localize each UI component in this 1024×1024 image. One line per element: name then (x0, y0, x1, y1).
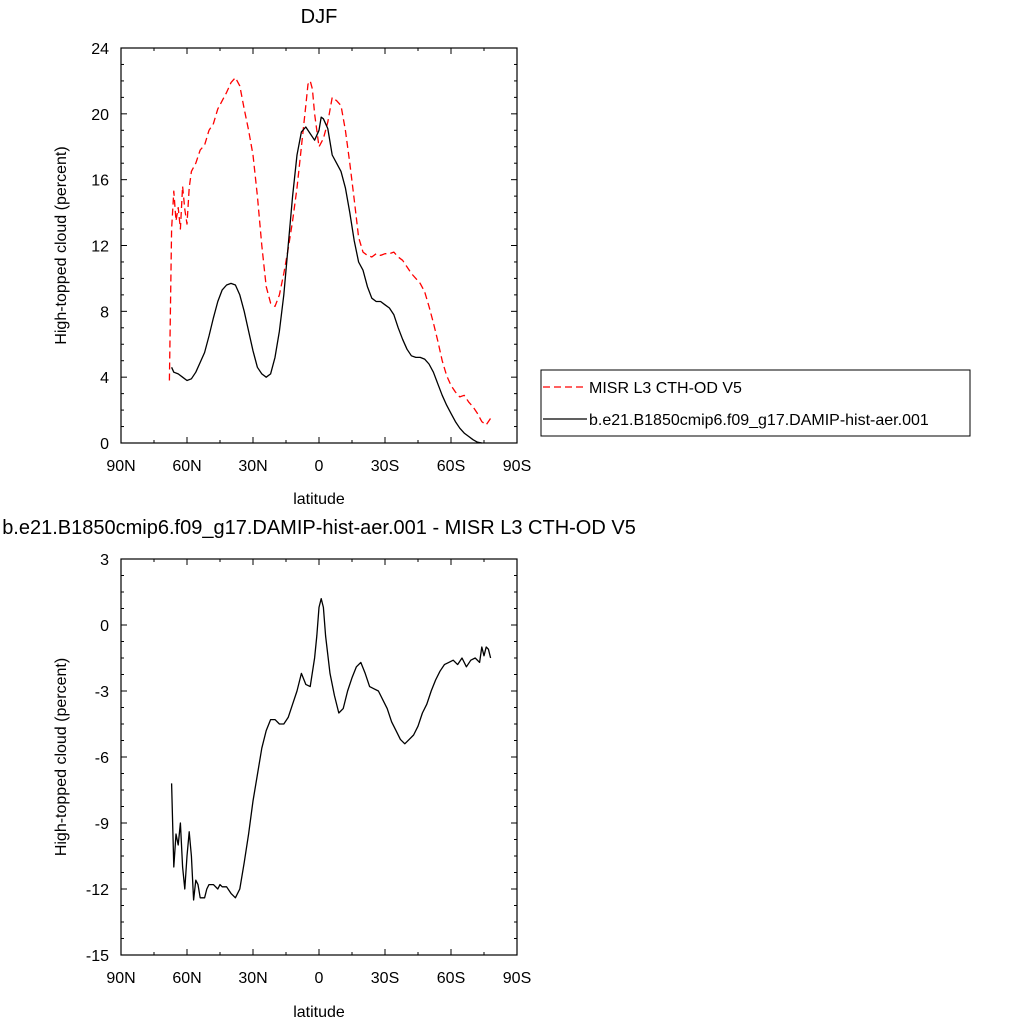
y-tick-label: -3 (95, 684, 109, 701)
plot-frame (120, 47, 518, 444)
x-tick-label: 90S (503, 458, 531, 475)
y-axis-label: High-topped cloud (percent) (53, 146, 70, 344)
y-tick-label: 20 (91, 107, 109, 124)
y-tick-label: -12 (86, 882, 109, 899)
legend-box (540, 369, 971, 437)
y-tick-label: 24 (91, 41, 109, 58)
x-tick-label: 60N (172, 970, 201, 987)
legend-label-1: b.e21.B1850cmip6.f09_g17.DAMIP-hist-aer.… (589, 412, 929, 429)
x-tick-label: 30N (238, 458, 267, 475)
legend-label-0: MISR L3 CTH-OD V5 (589, 380, 742, 397)
y-tick-label: 4 (100, 370, 109, 387)
y-tick-label: 12 (91, 239, 109, 256)
y-tick-label: 3 (100, 552, 109, 569)
legend: MISR L3 CTH-OD V5 b.e21.B1850cmip6.f09_g1… (540, 369, 971, 437)
djf-panel: DJF 90N 60N 30N 0 30S 60S 90S 0 4 8 12 16 20 24 latitud… (53, 6, 971, 508)
y-tick-label: -6 (95, 750, 109, 767)
y-tick-label: 8 (100, 304, 109, 321)
chart-title: DJF (301, 6, 338, 28)
y-tick-label: 16 (91, 173, 109, 190)
x-tick-label: 60N (172, 458, 201, 475)
y-axis-label: High-topped cloud (percent) (53, 658, 70, 856)
series-line-0 (170, 597, 492, 901)
difference-panel: b.e21.B1850cmip6.f09_g17.DAMIP-hist-aer.… (2, 517, 636, 1021)
chart-title: b.e21.B1850cmip6.f09_g17.DAMIP-hist-aer.… (2, 517, 636, 539)
plot-frame (120, 558, 518, 956)
x-axis-label: latitude (293, 491, 345, 508)
y-tick-label: -15 (86, 948, 109, 965)
x-tick-label: 30N (238, 970, 267, 987)
x-tick-label: 30S (371, 970, 399, 987)
x-axis-label: latitude (293, 1004, 345, 1021)
x-tick-label: 60S (437, 970, 465, 987)
x-tick-label: 0 (315, 970, 324, 987)
x-tick-label: 90S (503, 970, 531, 987)
x-tick-label: 30S (371, 458, 399, 475)
y-tick-label: 0 (100, 436, 109, 453)
y-tick-label: 0 (100, 618, 109, 635)
series-line-0 (168, 76, 492, 426)
y-tick-label: -9 (95, 816, 109, 833)
x-tick-label: 90N (106, 970, 135, 987)
x-tick-label: 90N (106, 458, 135, 475)
x-tick-label: 0 (315, 458, 324, 475)
series-line-1 (171, 116, 482, 444)
x-tick-label: 60S (437, 458, 465, 475)
